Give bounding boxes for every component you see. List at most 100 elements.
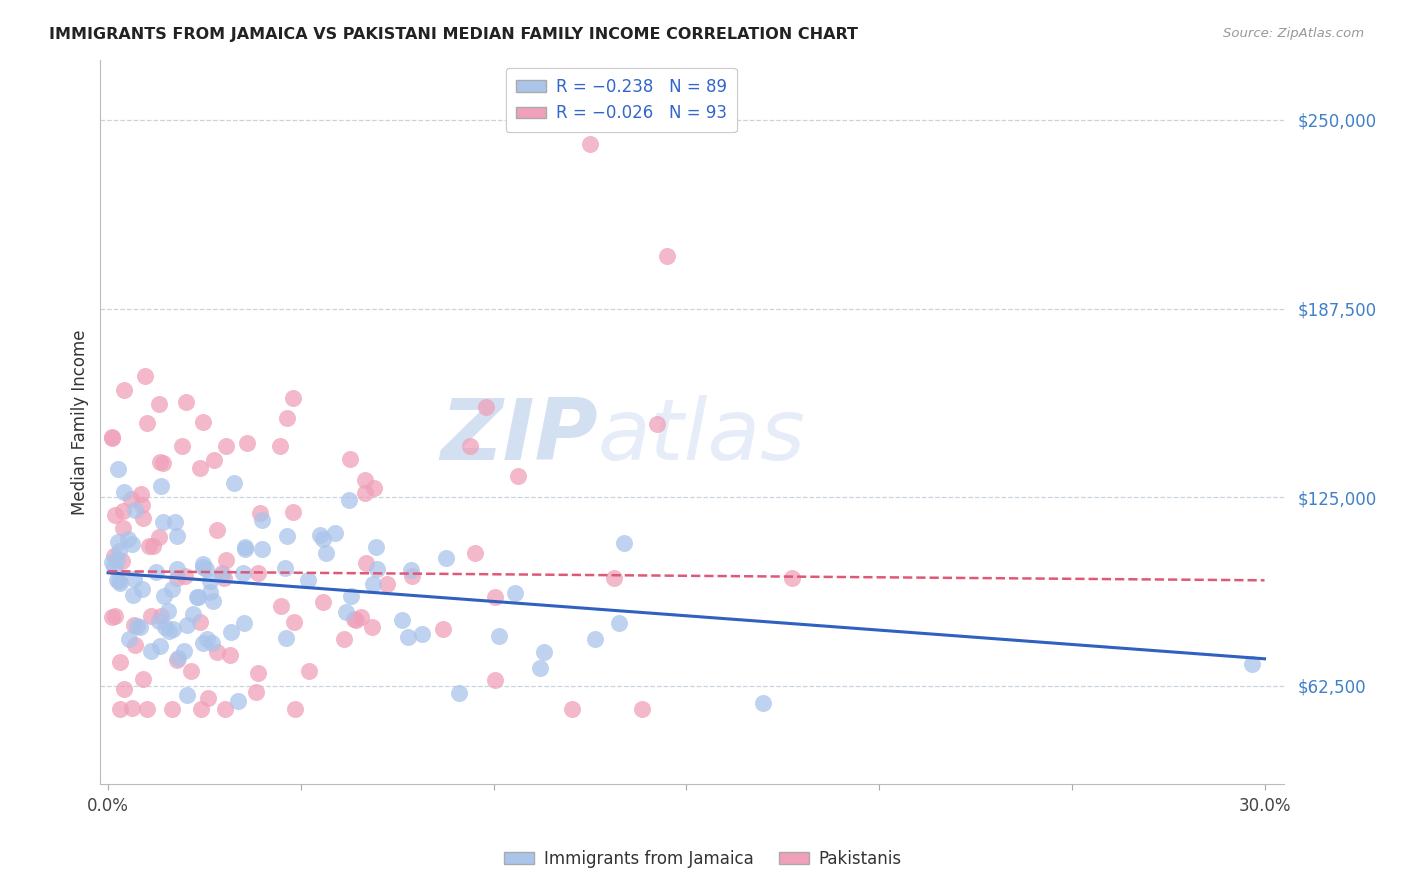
Point bbox=[176, 618, 198, 632]
Point bbox=[176, 688, 198, 702]
Point bbox=[148, 397, 170, 411]
Point bbox=[432, 622, 454, 636]
Point bbox=[613, 535, 636, 549]
Point bbox=[191, 560, 214, 574]
Point bbox=[247, 566, 270, 580]
Point bbox=[391, 614, 413, 628]
Point bbox=[162, 701, 184, 715]
Point bbox=[157, 624, 180, 638]
Point bbox=[101, 555, 124, 569]
Point bbox=[174, 394, 197, 409]
Point bbox=[205, 645, 228, 659]
Point bbox=[233, 541, 256, 556]
Point bbox=[108, 575, 131, 590]
Point bbox=[186, 590, 208, 604]
Point bbox=[533, 645, 555, 659]
Point bbox=[363, 577, 385, 591]
Point bbox=[166, 562, 188, 576]
Point bbox=[269, 439, 291, 453]
Point bbox=[112, 384, 135, 398]
Point bbox=[484, 673, 506, 687]
Point bbox=[195, 562, 218, 576]
Legend: Immigrants from Jamaica, Pakistanis: Immigrants from Jamaica, Pakistanis bbox=[498, 844, 908, 875]
Point bbox=[145, 565, 167, 579]
Point bbox=[273, 561, 295, 575]
Point bbox=[246, 666, 269, 681]
Point bbox=[108, 701, 131, 715]
Point bbox=[174, 569, 197, 583]
Point bbox=[354, 556, 377, 570]
Point bbox=[284, 701, 307, 715]
Point bbox=[211, 566, 233, 581]
Point bbox=[150, 609, 173, 624]
Point bbox=[105, 553, 128, 567]
Legend: R = −0.238   N = 89, R = −0.026   N = 93: R = −0.238 N = 89, R = −0.026 N = 93 bbox=[506, 68, 737, 132]
Point bbox=[1241, 657, 1264, 672]
Point bbox=[335, 605, 357, 619]
Point bbox=[312, 595, 335, 609]
Point bbox=[281, 505, 304, 519]
Point bbox=[488, 629, 510, 643]
Point bbox=[200, 574, 222, 589]
Point bbox=[201, 594, 224, 608]
Point bbox=[136, 416, 159, 430]
Point bbox=[344, 613, 367, 627]
Point bbox=[141, 644, 163, 658]
Point bbox=[602, 571, 624, 585]
Point bbox=[170, 440, 193, 454]
Point bbox=[157, 604, 180, 618]
Text: Source: ZipAtlas.com: Source: ZipAtlas.com bbox=[1223, 27, 1364, 40]
Point bbox=[191, 415, 214, 429]
Point bbox=[103, 560, 125, 574]
Point bbox=[350, 610, 373, 624]
Text: IMMIGRANTS FROM JAMAICA VS PAKISTANI MEDIAN FAMILY INCOME CORRELATION CHART: IMMIGRANTS FROM JAMAICA VS PAKISTANI MED… bbox=[49, 27, 858, 42]
Point bbox=[180, 665, 202, 679]
Point bbox=[166, 653, 188, 667]
Point bbox=[166, 529, 188, 543]
Point bbox=[155, 620, 177, 634]
Point bbox=[131, 582, 153, 596]
Point bbox=[111, 521, 134, 535]
Point bbox=[250, 542, 273, 557]
Point bbox=[232, 566, 254, 580]
Point bbox=[276, 528, 298, 542]
Point bbox=[276, 411, 298, 425]
Point bbox=[219, 624, 242, 639]
Point bbox=[249, 506, 271, 520]
Point bbox=[364, 540, 387, 554]
Point bbox=[122, 617, 145, 632]
Point bbox=[236, 436, 259, 450]
Point bbox=[121, 701, 143, 715]
Point bbox=[222, 476, 245, 491]
Point bbox=[396, 630, 419, 644]
Point bbox=[112, 484, 135, 499]
Point bbox=[270, 599, 292, 614]
Point bbox=[195, 632, 218, 647]
Point bbox=[107, 462, 129, 476]
Point bbox=[108, 655, 131, 669]
Point bbox=[508, 469, 530, 483]
Point bbox=[323, 525, 346, 540]
Point bbox=[401, 569, 423, 583]
Point bbox=[101, 609, 124, 624]
Point bbox=[339, 451, 361, 466]
Point bbox=[252, 513, 274, 527]
Point bbox=[162, 623, 184, 637]
Point bbox=[233, 540, 256, 554]
Point bbox=[136, 701, 159, 715]
Point bbox=[631, 701, 654, 715]
Point bbox=[108, 543, 131, 558]
Point bbox=[173, 644, 195, 658]
Point bbox=[132, 511, 155, 525]
Point bbox=[561, 701, 583, 715]
Point bbox=[131, 498, 153, 512]
Point bbox=[142, 539, 165, 553]
Point bbox=[201, 636, 224, 650]
Text: atlas: atlas bbox=[598, 395, 806, 478]
Point bbox=[245, 685, 267, 699]
Point bbox=[780, 571, 803, 585]
Point bbox=[125, 619, 148, 633]
Point bbox=[214, 701, 236, 715]
Point bbox=[232, 615, 254, 630]
Point bbox=[464, 546, 486, 560]
